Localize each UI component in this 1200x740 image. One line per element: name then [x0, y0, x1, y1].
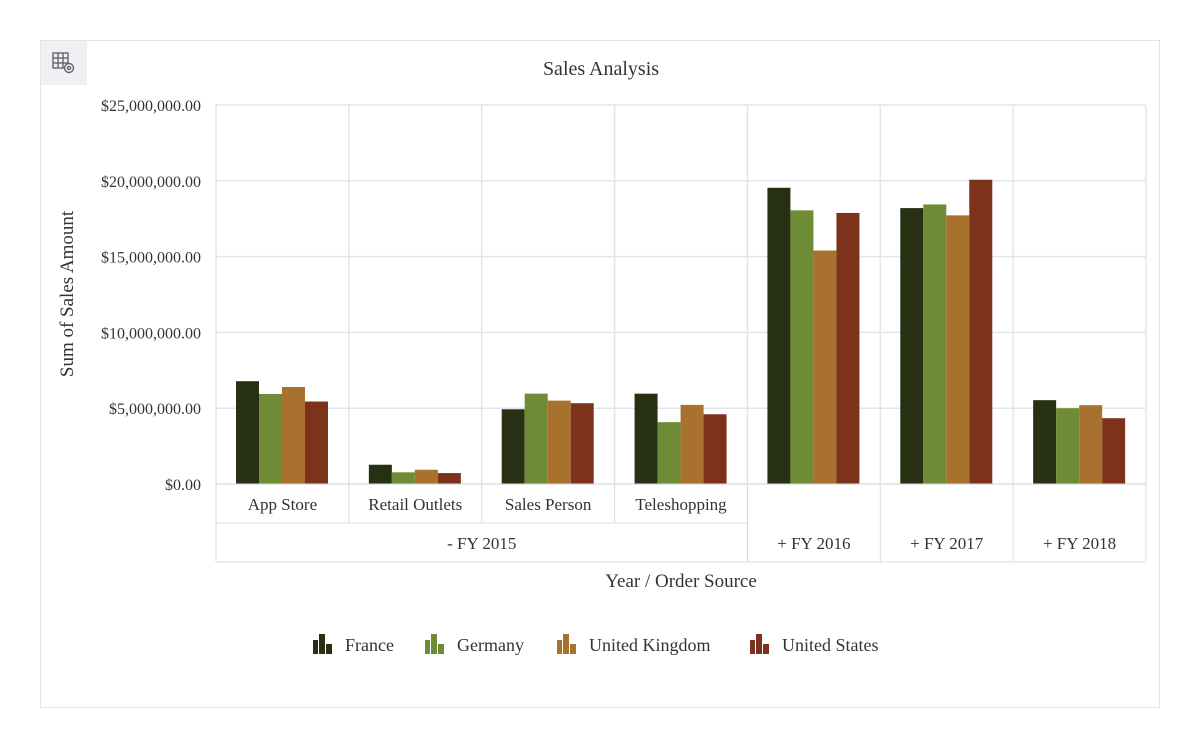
- table-settings-icon: [52, 52, 75, 74]
- table-view-button[interactable]: [41, 41, 87, 85]
- chart-container: [40, 40, 1160, 708]
